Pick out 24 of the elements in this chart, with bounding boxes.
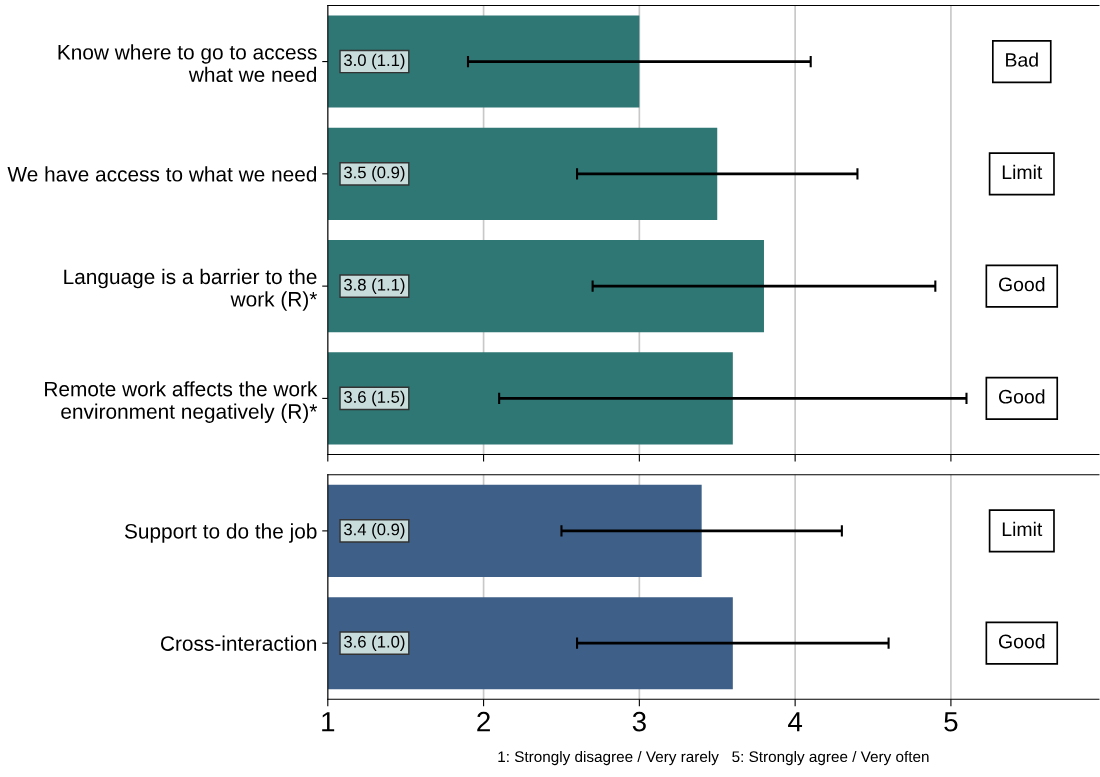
data-label: 3.6 (1.0) <box>344 635 405 651</box>
y-tick-label: Support to do the job <box>124 523 317 543</box>
x-tick-label: 2 <box>477 711 490 732</box>
x-axis-title: 1: Strongly disagree / Very rarely 5: Strongly agree / Very often <box>498 750 929 766</box>
data-label: 3.6 (1.5) <box>344 390 405 407</box>
annotation: Limit <box>1002 521 1043 537</box>
annotation: Good <box>998 277 1045 292</box>
data-label: 3.0 (1.1) <box>344 53 405 70</box>
data-label: 3.4 (0.9) <box>344 523 405 539</box>
annotation: Bad <box>1006 52 1038 67</box>
data-label: 3.8 (1.1) <box>344 278 405 294</box>
annotation: Limit <box>1002 164 1043 180</box>
y-tick-label: Remote work affects the work environment negatively (R)* <box>45 381 318 423</box>
x-tick-label: 5 <box>944 712 958 732</box>
y-tick-label: Know where to go to access what we need <box>58 44 317 83</box>
x-tick-label: 3 <box>632 711 646 732</box>
x-tick-label: 4 <box>788 712 803 732</box>
annotation: Good <box>998 634 1045 649</box>
annotation: Good <box>998 389 1045 404</box>
y-tick-label: We have access to what we need <box>7 166 317 182</box>
y-tick-label: Cross-interaction <box>160 635 317 651</box>
data-label: 3.5 (0.9) <box>344 166 405 182</box>
x-tick-label: 1 <box>322 712 335 732</box>
y-tick-label: Language is a barrier to the work (R)* <box>64 268 318 311</box>
